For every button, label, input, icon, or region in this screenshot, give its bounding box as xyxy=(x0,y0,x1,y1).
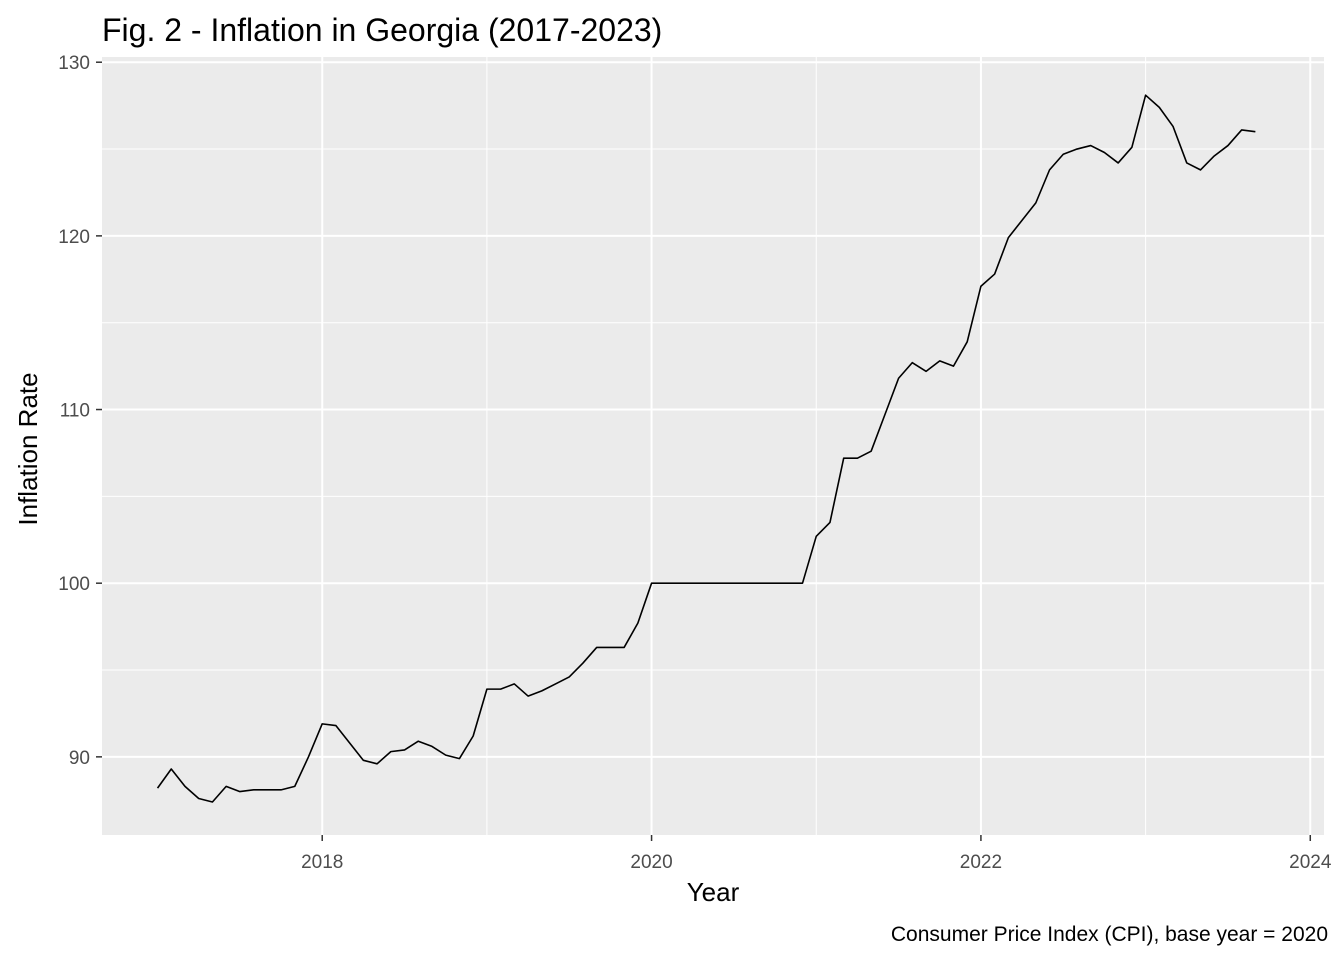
x-tick-label: 2018 xyxy=(301,852,343,873)
x-tick-label: 2022 xyxy=(960,852,1002,873)
y-tick-label: 100 xyxy=(58,574,90,595)
chart-title: Fig. 2 - Inflation in Georgia (2017-2023… xyxy=(102,12,662,48)
y-axis-title: Inflation Rate xyxy=(13,372,43,525)
y-tick-label: 120 xyxy=(58,227,90,248)
x-axis-title: Year xyxy=(687,877,740,907)
chart-caption: Consumer Price Index (CPI), base year = … xyxy=(891,923,1328,946)
x-tick-label: 2024 xyxy=(1289,852,1332,873)
minor-gridlines xyxy=(102,57,1324,835)
x-axis: 2018 2020 2022 2024 xyxy=(301,835,1332,873)
y-tick-label: 90 xyxy=(69,748,90,769)
y-tick-label: 130 xyxy=(58,53,90,74)
y-axis: 90 100 110 120 130 xyxy=(58,53,102,769)
x-tick-label: 2020 xyxy=(630,852,672,873)
plot-panel xyxy=(102,57,1324,835)
y-tick-label: 110 xyxy=(60,401,90,422)
cpi-series-line xyxy=(156,94,1256,803)
